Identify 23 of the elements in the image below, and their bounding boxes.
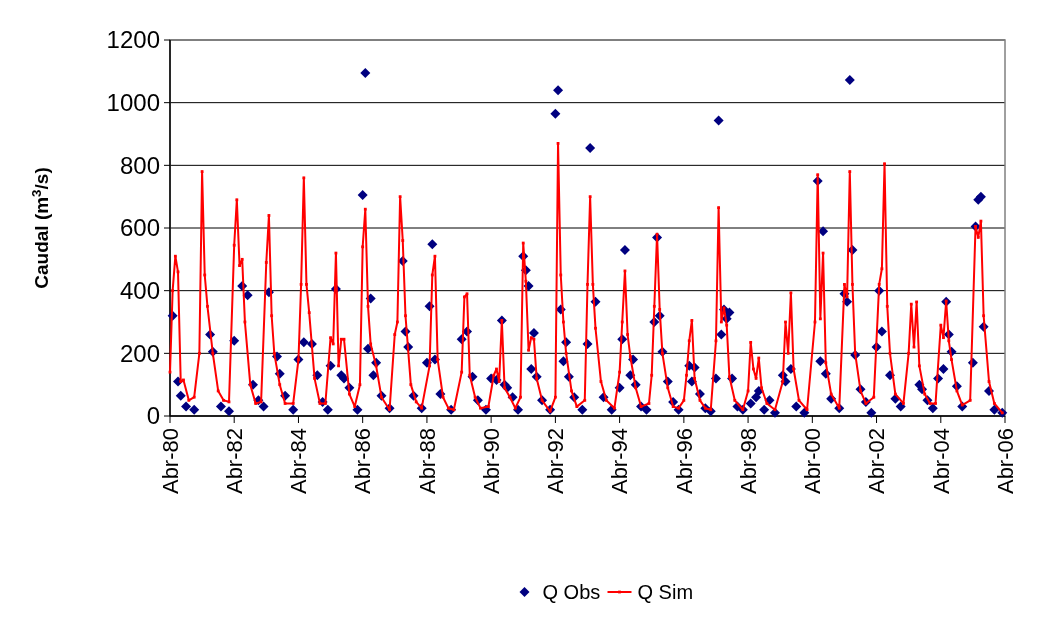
x-tick-label: Abr-88 [414,428,440,495]
y-tick-label: 1000 [106,89,160,117]
x-tick-label: Abr-04 [928,428,954,495]
y-tick-label: 0 [146,402,160,430]
x-tick-label: Abr-06 [992,428,1018,495]
x-tick-label: Abr-94 [607,428,633,495]
x-tick-label: Abr-82 [221,428,247,495]
legend-label: Q Obs [542,581,601,603]
x-tick-label: Abr-98 [735,428,761,495]
x-tick-label: Abr-02 [864,428,890,495]
y-tick-label: 800 [119,151,160,179]
legend-label: Q Sim [637,581,694,603]
x-tick-label: Abr-92 [543,428,569,495]
y-tick-label: 1200 [106,26,160,54]
y-tick-label: 400 [119,277,160,305]
y-tick-label: 600 [119,214,160,242]
x-tick-label: Abr-00 [800,428,826,495]
x-tick-label: Abr-80 [157,428,183,495]
y-tick-label: 200 [119,339,160,367]
x-tick-label: Abr-90 [478,428,504,495]
x-tick-label: Abr-84 [286,428,312,495]
x-tick-label: Abr-96 [671,428,697,495]
x-tick-label: Abr-86 [350,428,376,495]
